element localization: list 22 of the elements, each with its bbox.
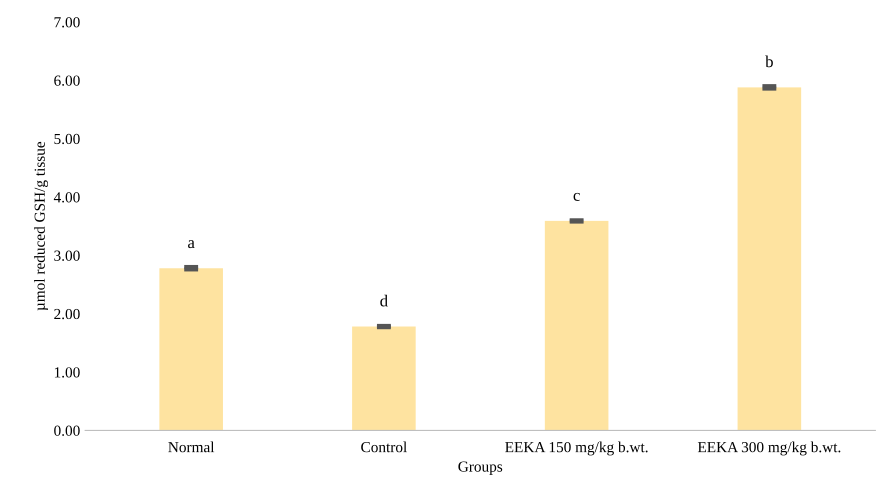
y-tick-label: 7.00 [54,17,80,28]
x-tick-label: Normal [168,442,214,452]
annotation: b [765,56,773,68]
annotation: a [188,240,195,248]
annotation: c [574,192,580,201]
bar [352,326,416,430]
y-axis-title: µmol reduced GSH/g tissue [34,142,48,311]
bar [738,87,802,430]
x-tick-label: EEKA 300 mg/kg b.wt. [698,442,840,456]
y-tick-label: 2.00 [54,308,80,320]
y-tick-label: 1.00 [54,367,80,378]
y-tick-label: 5.00 [54,134,80,144]
y-tick-label: 0.00 [54,426,80,436]
y-tick-label: 4.00 [54,192,80,203]
y-tick-label: 6.00 [54,75,80,86]
annotation: d [380,294,388,306]
x-tick-label: Control [361,442,407,452]
bar [544,220,608,430]
x-tick-label: EEKA 150 mg/kg b.wt. [505,442,648,456]
bar [159,268,223,430]
x-axis-title: Groups [458,461,502,475]
y-tick-label: 3.00 [54,250,80,261]
